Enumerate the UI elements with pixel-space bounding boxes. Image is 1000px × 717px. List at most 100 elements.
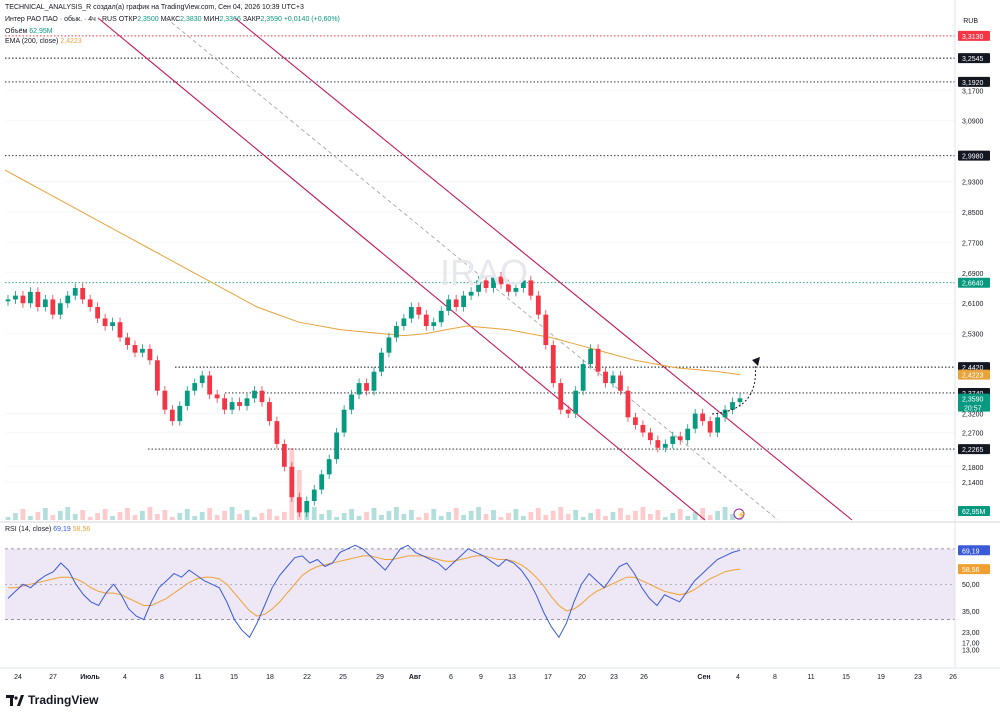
candle-body (640, 424, 646, 433)
candle-body (252, 390, 257, 399)
volume-bar (468, 511, 474, 520)
candle-body (334, 432, 340, 460)
tradingview-logo-icon (6, 694, 24, 706)
volume-bar (476, 507, 481, 520)
lightning-marker-icon (733, 508, 745, 520)
candle-body (610, 375, 616, 384)
candle-body (386, 337, 392, 353)
volume-bar (267, 509, 272, 520)
candle-body (72, 288, 78, 296)
price-tick-label: 2,3200 (962, 412, 984, 419)
rsi-legend[interactable]: RSI (14, close) 69,19 58,56 (5, 526, 90, 533)
candle-body (550, 345, 556, 384)
price-tag-label: 62,95M (962, 509, 986, 516)
candle-body (476, 280, 481, 292)
level-tag-label: 3,1920 (962, 80, 984, 87)
brand-name: TradingView (28, 693, 99, 707)
ema-legend[interactable]: EMA (200, close) 2,4223 (5, 37, 82, 46)
candle-body (311, 489, 317, 501)
candle-body (65, 295, 71, 304)
volume-bar (588, 513, 594, 520)
candle-body (42, 299, 48, 308)
volume-legend[interactable]: Объём 62,95M (5, 27, 53, 36)
volume-bar (550, 511, 556, 520)
candle-body (319, 474, 325, 490)
volume-bar (87, 517, 93, 520)
open-value: 2,3500 (137, 16, 159, 23)
candle-body (207, 375, 213, 395)
time-tick-label: 15 (230, 674, 238, 681)
ohlc-legend[interactable]: Интер РАО ПАО · обык. · 4ч · RUS ОТКР2,3… (5, 15, 340, 24)
change-value: +0,0140 (+0,60%) (283, 16, 340, 23)
time-tick-label: 11 (807, 674, 814, 681)
volume-bar (662, 517, 668, 520)
volume-bar (670, 513, 676, 520)
ema-label: EMA (200, close) (5, 38, 59, 45)
time-tick-label: 13 (508, 674, 516, 681)
volume-bar (379, 515, 384, 520)
time-tick-label: 4 (123, 674, 127, 681)
currency-label: RUB (963, 18, 978, 25)
volume-bar (722, 507, 728, 520)
candle-body (162, 390, 168, 410)
time-tick-label: 6 (449, 674, 453, 681)
rsi-tick-label: 23,00 (962, 630, 980, 637)
candle-body (154, 360, 160, 391)
candle-body (707, 421, 713, 433)
volume-bar (42, 508, 48, 520)
price-tick-label: 2,5300 (962, 332, 984, 339)
price-tag-label: 2,3590 (962, 397, 984, 404)
volume-bar (655, 510, 661, 520)
volume-bar (334, 517, 340, 520)
volume-bar (244, 510, 250, 520)
candle-body (102, 318, 108, 327)
close-label: ЗАКР (242, 16, 261, 23)
candle-body (20, 295, 26, 304)
rsi-tick-label: 13,00 (962, 648, 980, 655)
candle-body (655, 440, 661, 448)
candle-body (110, 322, 115, 327)
volume-bar (326, 510, 332, 520)
candle-body (289, 466, 295, 498)
channel-upper-line (234, 17, 853, 521)
horizontal-levels (5, 35, 955, 450)
volume-bar (162, 510, 168, 520)
time-tick-label: 26 (949, 674, 957, 681)
channel-mid-line (165, 17, 779, 521)
candle-body (371, 371, 377, 391)
volume-bar (453, 508, 459, 520)
volume-bar (214, 515, 220, 520)
volume-bar (95, 513, 101, 520)
rsi-tag-label: 69,19 (962, 548, 980, 555)
volume-bar (461, 515, 467, 520)
candle-body (461, 295, 467, 308)
volume-bar (595, 509, 601, 520)
volume-bar (356, 516, 362, 520)
volume-bar (603, 516, 608, 520)
price-tag-time: 20:57 (964, 406, 982, 413)
candles (5, 272, 743, 517)
level-tag (958, 53, 990, 64)
candle-body (595, 348, 601, 372)
lightning-marker-glyph: ⚡ (737, 510, 746, 519)
candle-body (685, 428, 691, 441)
time-tick-label: 24 (14, 674, 22, 681)
symbol-label[interactable]: Интер РАО ПАО · обык. · 4ч · RUS (5, 16, 117, 23)
candle-body (483, 280, 489, 289)
candle-body (281, 443, 287, 467)
tradingview-brand[interactable]: TradingView (6, 693, 98, 707)
candle-body (50, 299, 56, 315)
volume-bar (192, 516, 198, 520)
level-tag-label: 3,2545 (962, 56, 984, 63)
candle-body (588, 348, 594, 365)
candle-body (513, 288, 519, 292)
time-tick-label: 8 (160, 674, 164, 681)
volume-bar (565, 514, 571, 520)
rsi-ma-value: 58,56 (72, 526, 91, 533)
candle-body (692, 413, 698, 429)
volume-bar (364, 512, 369, 520)
candle-body (341, 409, 347, 433)
rsi-tick-label: 35,00 (962, 609, 980, 616)
time-tick-label: 19 (877, 674, 885, 681)
